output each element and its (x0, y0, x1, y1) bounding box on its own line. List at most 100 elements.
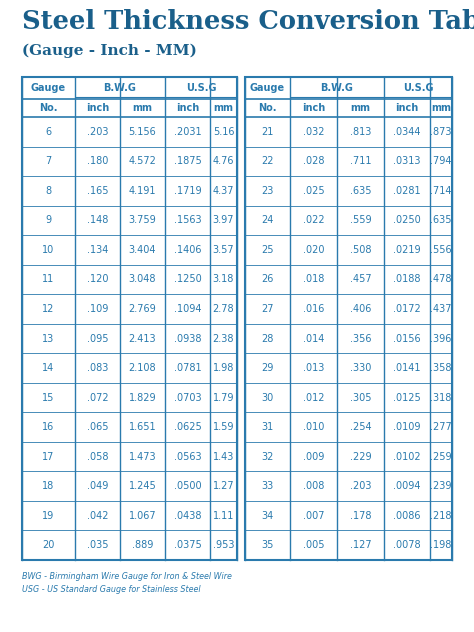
Text: 1.11: 1.11 (213, 511, 234, 521)
Text: 11: 11 (42, 274, 55, 284)
Text: 2.413: 2.413 (128, 334, 156, 344)
Text: .0375: .0375 (173, 540, 201, 550)
Text: 3.404: 3.404 (129, 245, 156, 255)
Text: mm: mm (350, 103, 371, 113)
Text: 4.76: 4.76 (213, 156, 234, 166)
Text: 3.97: 3.97 (213, 216, 234, 226)
Text: .014: .014 (303, 334, 324, 344)
Text: 30: 30 (261, 392, 273, 403)
Text: 1.27: 1.27 (213, 481, 234, 491)
Text: .198: .198 (430, 540, 452, 550)
Text: .1250: .1250 (173, 274, 201, 284)
Text: .013: .013 (303, 363, 324, 373)
Text: .0563: .0563 (173, 452, 201, 461)
Text: 25: 25 (261, 245, 274, 255)
Bar (22, 77, 237, 560)
Text: .020: .020 (303, 245, 324, 255)
Text: .318: .318 (430, 392, 452, 403)
Text: 5.16: 5.16 (213, 127, 234, 137)
Text: .1563: .1563 (173, 216, 201, 226)
Text: .032: .032 (303, 127, 324, 137)
Text: 7: 7 (46, 156, 52, 166)
Text: .012: .012 (303, 392, 324, 403)
Text: inch: inch (395, 103, 419, 113)
Text: .635: .635 (350, 186, 371, 196)
Text: .180: .180 (87, 156, 108, 166)
Text: 6: 6 (46, 127, 52, 137)
Text: 32: 32 (261, 452, 273, 461)
Text: .1875: .1875 (173, 156, 201, 166)
Text: .148: .148 (87, 216, 108, 226)
Text: inch: inch (86, 103, 109, 113)
Text: .406: .406 (350, 304, 371, 314)
Text: .0500: .0500 (173, 481, 201, 491)
Text: 34: 34 (261, 511, 273, 521)
Text: .277: .277 (430, 422, 452, 432)
Text: .0188: .0188 (393, 274, 421, 284)
Text: .028: .028 (303, 156, 324, 166)
Text: .0219: .0219 (393, 245, 421, 255)
Text: 4.572: 4.572 (128, 156, 156, 166)
Text: .556: .556 (430, 245, 452, 255)
Text: 4.37: 4.37 (213, 186, 234, 196)
Text: 28: 28 (261, 334, 273, 344)
Text: 1.829: 1.829 (128, 392, 156, 403)
Text: .0094: .0094 (393, 481, 421, 491)
Text: .0703: .0703 (173, 392, 201, 403)
Text: .008: .008 (303, 481, 324, 491)
Text: .0109: .0109 (393, 422, 421, 432)
Text: 18: 18 (42, 481, 55, 491)
Text: .635: .635 (430, 216, 452, 226)
Text: .0344: .0344 (393, 127, 421, 137)
Text: 3.57: 3.57 (213, 245, 234, 255)
Text: .396: .396 (430, 334, 452, 344)
Text: 35: 35 (261, 540, 273, 550)
Text: 20: 20 (42, 540, 55, 550)
Text: .0313: .0313 (393, 156, 421, 166)
Text: U.S.G: U.S.G (186, 83, 216, 93)
Text: 24: 24 (261, 216, 273, 226)
Text: 1.98: 1.98 (213, 363, 234, 373)
Text: .134: .134 (87, 245, 108, 255)
Text: 16: 16 (42, 422, 55, 432)
Text: U.S.G: U.S.G (403, 83, 433, 93)
Text: .005: .005 (303, 540, 324, 550)
Text: .0281: .0281 (393, 186, 421, 196)
Text: No.: No. (39, 103, 58, 113)
Text: .2031: .2031 (173, 127, 201, 137)
Text: .095: .095 (87, 334, 108, 344)
Text: 9: 9 (46, 216, 52, 226)
Text: .1719: .1719 (173, 186, 201, 196)
Text: Gauge: Gauge (250, 83, 285, 93)
Text: .109: .109 (87, 304, 108, 314)
Text: 1.59: 1.59 (213, 422, 234, 432)
Text: .356: .356 (350, 334, 371, 344)
Text: 33: 33 (261, 481, 273, 491)
Text: .0086: .0086 (393, 511, 421, 521)
Text: .022: .022 (303, 216, 324, 226)
Text: .065: .065 (87, 422, 108, 432)
Text: inch: inch (176, 103, 199, 113)
Text: .0078: .0078 (393, 540, 421, 550)
Text: 13: 13 (42, 334, 55, 344)
Text: .0781: .0781 (173, 363, 201, 373)
Text: mm: mm (213, 103, 234, 113)
Text: .0125: .0125 (393, 392, 421, 403)
Text: .239: .239 (430, 481, 452, 491)
Text: .254: .254 (350, 422, 371, 432)
Text: .127: .127 (350, 540, 371, 550)
Text: B.W.G: B.W.G (320, 83, 354, 93)
Text: .042: .042 (87, 511, 108, 521)
Text: B.W.G: B.W.G (103, 83, 137, 93)
Text: 27: 27 (261, 304, 274, 314)
Text: 1.651: 1.651 (128, 422, 156, 432)
Text: .058: .058 (87, 452, 108, 461)
Text: 2.108: 2.108 (128, 363, 156, 373)
Text: 17: 17 (42, 452, 55, 461)
Text: 4.191: 4.191 (129, 186, 156, 196)
Text: .009: .009 (303, 452, 324, 461)
Text: .007: .007 (303, 511, 324, 521)
Text: 14: 14 (42, 363, 55, 373)
Text: .0625: .0625 (173, 422, 201, 432)
Text: 8: 8 (46, 186, 52, 196)
